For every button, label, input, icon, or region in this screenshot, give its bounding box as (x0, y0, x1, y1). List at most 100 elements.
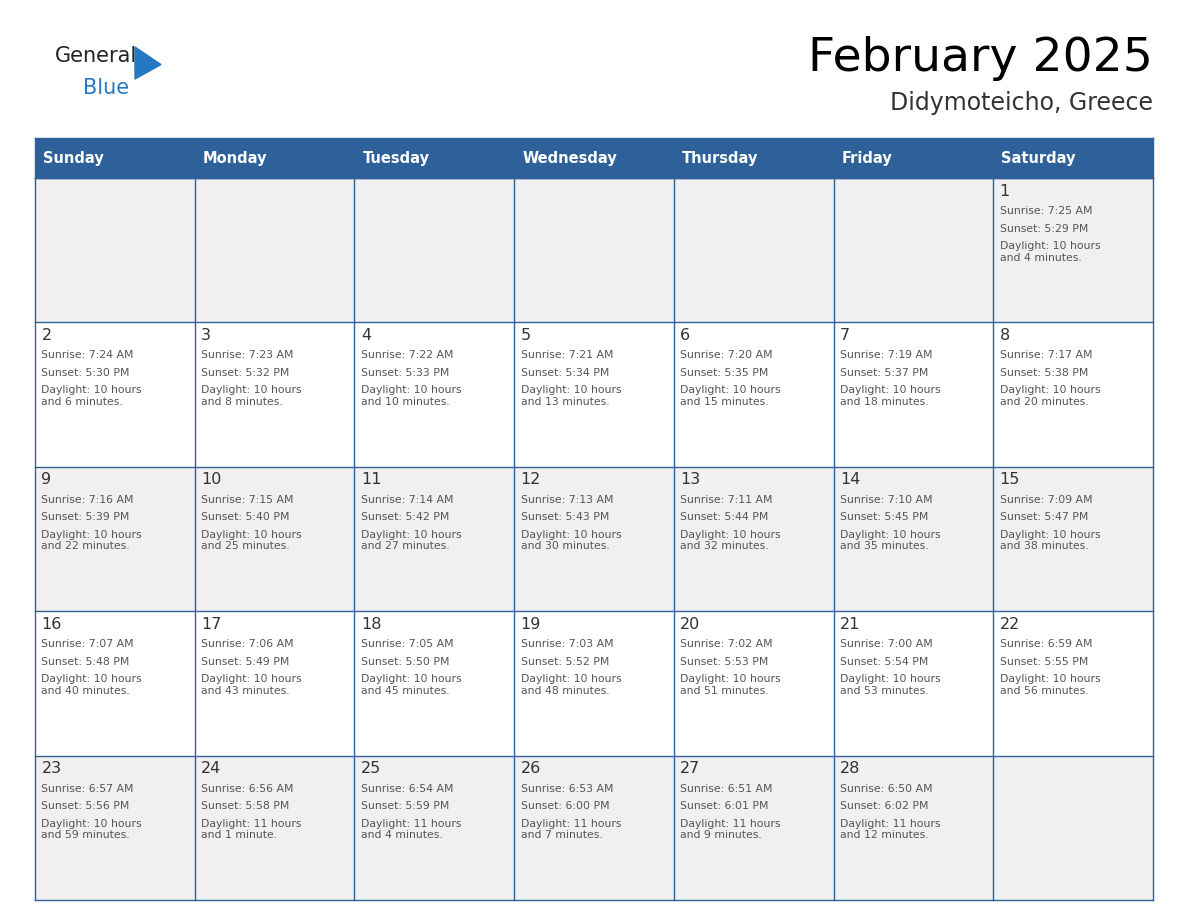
Text: February 2025: February 2025 (808, 36, 1154, 81)
Text: Sunrise: 7:17 AM: Sunrise: 7:17 AM (999, 351, 1092, 361)
Text: Sunrise: 7:24 AM: Sunrise: 7:24 AM (42, 351, 134, 361)
Text: Sunrise: 6:50 AM: Sunrise: 6:50 AM (840, 784, 933, 793)
Text: Daylight: 10 hours
and 48 minutes.: Daylight: 10 hours and 48 minutes. (520, 674, 621, 696)
Text: 18: 18 (361, 617, 381, 632)
Text: Sunset: 6:02 PM: Sunset: 6:02 PM (840, 801, 929, 812)
Bar (834, 756, 993, 900)
Bar (354, 322, 514, 466)
Bar (195, 178, 354, 322)
Text: 20: 20 (681, 617, 701, 632)
Text: Sunset: 5:39 PM: Sunset: 5:39 PM (42, 512, 129, 522)
Text: Sunrise: 6:53 AM: Sunrise: 6:53 AM (520, 784, 613, 793)
Text: Sunset: 5:54 PM: Sunset: 5:54 PM (840, 656, 928, 666)
Text: Monday: Monday (203, 151, 267, 165)
Text: Sunrise: 7:10 AM: Sunrise: 7:10 AM (840, 495, 933, 505)
Text: Sunrise: 7:16 AM: Sunrise: 7:16 AM (42, 495, 134, 505)
Text: Sunrise: 7:07 AM: Sunrise: 7:07 AM (42, 639, 134, 649)
Text: Daylight: 10 hours
and 22 minutes.: Daylight: 10 hours and 22 minutes. (42, 530, 143, 552)
Text: Sunset: 5:45 PM: Sunset: 5:45 PM (840, 512, 928, 522)
Text: Sunrise: 7:20 AM: Sunrise: 7:20 AM (681, 351, 773, 361)
Text: Daylight: 10 hours
and 40 minutes.: Daylight: 10 hours and 40 minutes. (42, 674, 143, 696)
Text: Sunset: 5:35 PM: Sunset: 5:35 PM (681, 368, 769, 378)
Text: Sunrise: 7:21 AM: Sunrise: 7:21 AM (520, 351, 613, 361)
Bar (354, 178, 514, 322)
Text: Daylight: 10 hours
and 27 minutes.: Daylight: 10 hours and 27 minutes. (361, 530, 461, 552)
Text: 2: 2 (42, 328, 51, 343)
Text: Sunrise: 7:02 AM: Sunrise: 7:02 AM (681, 639, 773, 649)
Text: Sunset: 5:40 PM: Sunset: 5:40 PM (201, 512, 290, 522)
Text: Sunrise: 6:51 AM: Sunrise: 6:51 AM (681, 784, 772, 793)
Text: Daylight: 10 hours
and 38 minutes.: Daylight: 10 hours and 38 minutes. (999, 530, 1100, 552)
Bar (834, 178, 993, 322)
Bar (195, 466, 354, 611)
Text: General: General (55, 46, 138, 66)
Text: Sunset: 5:55 PM: Sunset: 5:55 PM (999, 656, 1088, 666)
Text: Daylight: 10 hours
and 25 minutes.: Daylight: 10 hours and 25 minutes. (201, 530, 302, 552)
Text: 23: 23 (42, 761, 62, 776)
Text: Sunrise: 6:57 AM: Sunrise: 6:57 AM (42, 784, 134, 793)
Text: Sunset: 5:29 PM: Sunset: 5:29 PM (999, 223, 1088, 233)
Text: Sunset: 5:50 PM: Sunset: 5:50 PM (361, 656, 449, 666)
Bar (834, 322, 993, 466)
Text: Sunset: 5:44 PM: Sunset: 5:44 PM (681, 512, 769, 522)
Bar (993, 466, 1154, 611)
Text: 21: 21 (840, 617, 860, 632)
Text: Sunrise: 7:15 AM: Sunrise: 7:15 AM (201, 495, 293, 505)
Text: Sunset: 5:32 PM: Sunset: 5:32 PM (201, 368, 290, 378)
Text: Daylight: 10 hours
and 18 minutes.: Daylight: 10 hours and 18 minutes. (840, 386, 941, 407)
Text: 6: 6 (681, 328, 690, 343)
Text: Sunrise: 7:25 AM: Sunrise: 7:25 AM (999, 206, 1092, 216)
Bar (674, 178, 834, 322)
Text: Sunrise: 6:56 AM: Sunrise: 6:56 AM (201, 784, 293, 793)
Bar (195, 611, 354, 756)
Text: 14: 14 (840, 472, 860, 487)
Text: Daylight: 10 hours
and 4 minutes.: Daylight: 10 hours and 4 minutes. (999, 241, 1100, 263)
Text: 13: 13 (681, 472, 701, 487)
Text: 4: 4 (361, 328, 371, 343)
Bar (674, 322, 834, 466)
Text: Sunset: 5:47 PM: Sunset: 5:47 PM (999, 512, 1088, 522)
Bar (834, 138, 993, 178)
Bar (674, 611, 834, 756)
Text: Daylight: 10 hours
and 43 minutes.: Daylight: 10 hours and 43 minutes. (201, 674, 302, 696)
Text: Daylight: 10 hours
and 20 minutes.: Daylight: 10 hours and 20 minutes. (999, 386, 1100, 407)
Bar (993, 611, 1154, 756)
Text: 25: 25 (361, 761, 381, 776)
Text: Wednesday: Wednesday (523, 151, 617, 165)
Bar (514, 138, 674, 178)
Text: Sunrise: 7:14 AM: Sunrise: 7:14 AM (361, 495, 454, 505)
Bar (354, 138, 514, 178)
Text: Sunset: 5:33 PM: Sunset: 5:33 PM (361, 368, 449, 378)
Text: Sunset: 5:52 PM: Sunset: 5:52 PM (520, 656, 609, 666)
Text: Sunset: 5:56 PM: Sunset: 5:56 PM (42, 801, 129, 812)
Bar (195, 322, 354, 466)
Text: Sunrise: 7:19 AM: Sunrise: 7:19 AM (840, 351, 933, 361)
Text: 3: 3 (201, 328, 211, 343)
Text: Daylight: 10 hours
and 15 minutes.: Daylight: 10 hours and 15 minutes. (681, 386, 781, 407)
Text: Daylight: 10 hours
and 59 minutes.: Daylight: 10 hours and 59 minutes. (42, 819, 143, 840)
Text: 7: 7 (840, 328, 851, 343)
Text: Daylight: 11 hours
and 4 minutes.: Daylight: 11 hours and 4 minutes. (361, 819, 461, 840)
Text: Tuesday: Tuesday (362, 151, 429, 165)
Text: 12: 12 (520, 472, 541, 487)
Text: Daylight: 11 hours
and 7 minutes.: Daylight: 11 hours and 7 minutes. (520, 819, 621, 840)
Bar (354, 756, 514, 900)
Text: Daylight: 10 hours
and 32 minutes.: Daylight: 10 hours and 32 minutes. (681, 530, 781, 552)
Bar (34, 611, 195, 756)
Text: Sunrise: 7:06 AM: Sunrise: 7:06 AM (201, 639, 293, 649)
Bar (993, 756, 1154, 900)
Text: Daylight: 10 hours
and 10 minutes.: Daylight: 10 hours and 10 minutes. (361, 386, 461, 407)
Text: Sunset: 5:43 PM: Sunset: 5:43 PM (520, 512, 609, 522)
Bar (34, 322, 195, 466)
Bar (195, 138, 354, 178)
Text: Friday: Friday (841, 151, 892, 165)
Text: Sunset: 5:42 PM: Sunset: 5:42 PM (361, 512, 449, 522)
Text: Sunset: 5:49 PM: Sunset: 5:49 PM (201, 656, 290, 666)
Bar (834, 611, 993, 756)
Text: Daylight: 10 hours
and 6 minutes.: Daylight: 10 hours and 6 minutes. (42, 386, 143, 407)
Text: Sunrise: 7:09 AM: Sunrise: 7:09 AM (999, 495, 1092, 505)
Text: Sunrise: 7:00 AM: Sunrise: 7:00 AM (840, 639, 933, 649)
Text: Daylight: 11 hours
and 1 minute.: Daylight: 11 hours and 1 minute. (201, 819, 302, 840)
Text: 9: 9 (42, 472, 51, 487)
Bar (514, 611, 674, 756)
